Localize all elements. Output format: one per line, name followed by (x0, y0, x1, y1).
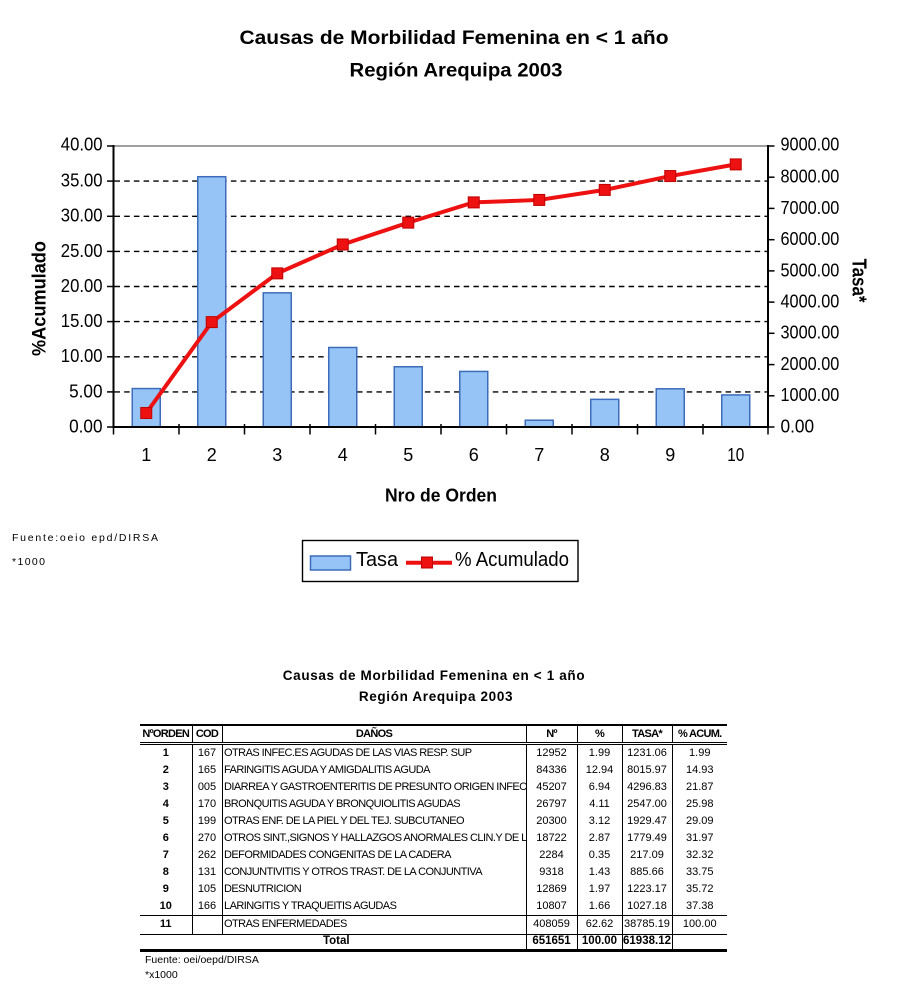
svg-text:5000.00: 5000.00 (781, 260, 840, 280)
svg-text:0.00: 0.00 (781, 416, 815, 436)
svg-text:5.00: 5.00 (69, 381, 102, 401)
svg-text:Fuente:oeio epd/DIRSA: Fuente:oeio epd/DIRSA (12, 532, 158, 544)
svg-text:2000.00: 2000.00 (781, 354, 840, 374)
svg-text:Nro de Orden: Nro de Orden (385, 486, 497, 506)
svg-text:6: 6 (469, 445, 479, 465)
svg-text:2: 2 (207, 445, 217, 465)
svg-text:Región Arequipa 2003: Región Arequipa 2003 (350, 61, 563, 82)
svg-text:20.00: 20.00 (61, 276, 103, 296)
svg-text:40.00: 40.00 (61, 134, 103, 154)
svg-text:0.00: 0.00 (69, 416, 102, 436)
svg-text:8000.00: 8000.00 (781, 167, 840, 187)
svg-text:Tasa: Tasa (356, 549, 399, 571)
svg-text:8: 8 (600, 445, 610, 465)
svg-text:25.00: 25.00 (61, 241, 103, 261)
svg-text:30.00: 30.00 (61, 206, 103, 226)
svg-text:15.00: 15.00 (61, 311, 103, 331)
svg-text:7000.00: 7000.00 (781, 198, 840, 218)
svg-text:7: 7 (534, 445, 544, 465)
svg-text:4: 4 (338, 445, 348, 465)
svg-text:9: 9 (665, 445, 675, 465)
svg-text:%Acumulado: %Acumulado (30, 241, 51, 356)
svg-text:6000.00: 6000.00 (781, 229, 840, 249)
svg-text:35.00: 35.00 (61, 171, 103, 191)
svg-text:5: 5 (403, 445, 413, 465)
svg-text:4000.00: 4000.00 (781, 292, 840, 312)
svg-text:% Acumulado: % Acumulado (455, 549, 569, 571)
svg-text:1000.00: 1000.00 (781, 385, 840, 405)
svg-text:*1000: *1000 (12, 556, 45, 568)
svg-text:3: 3 (272, 445, 282, 465)
svg-text:3000.00: 3000.00 (781, 323, 840, 343)
svg-text:9000.00: 9000.00 (781, 134, 840, 154)
svg-text:1: 1 (141, 445, 151, 465)
svg-text:Causas de Morbilidad Femenina: Causas de Morbilidad Femenina en < 1 año (240, 28, 669, 49)
svg-text:Tasa*: Tasa* (848, 259, 870, 303)
svg-text:10: 10 (727, 445, 744, 465)
svg-text:10.00: 10.00 (61, 346, 103, 366)
